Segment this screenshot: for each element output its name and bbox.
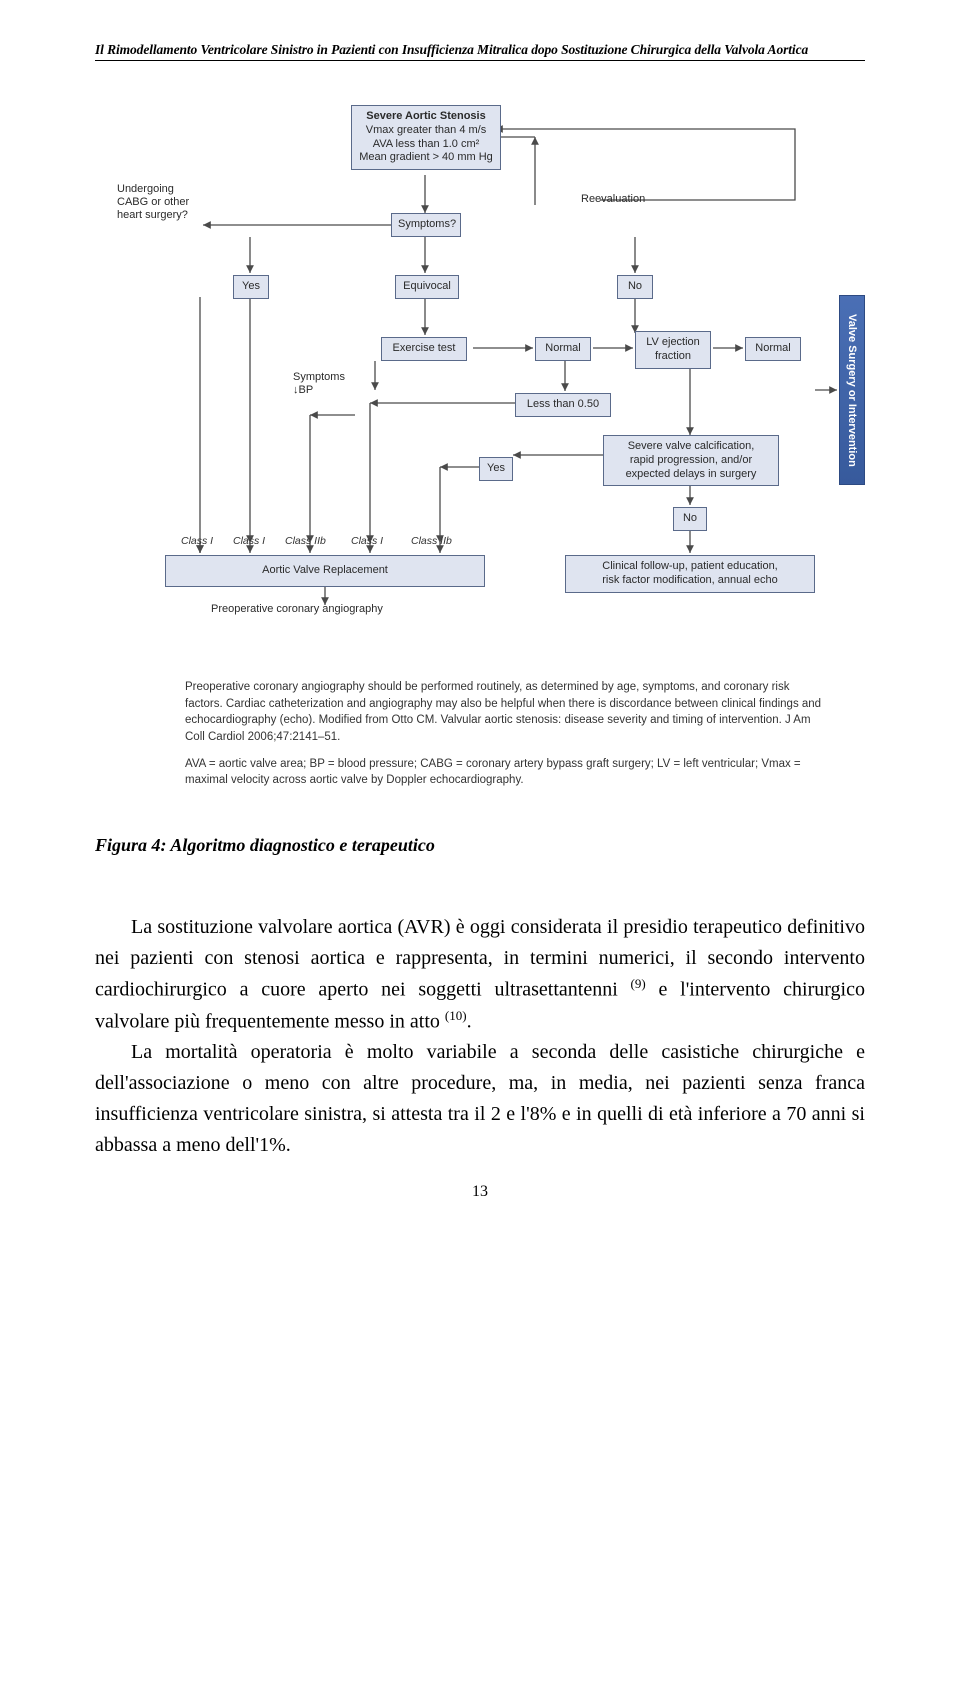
body-text: La sostituzione valvolare aortica (AVR) …	[95, 912, 865, 1161]
fc-normal: Normal	[535, 337, 591, 361]
class-5: Class IIb	[411, 535, 452, 547]
fc-yes1: Yes	[233, 275, 269, 299]
fc-no1: No	[617, 275, 653, 299]
fc-severe-as: Severe Aortic Stenosis Vmax greater than…	[351, 105, 501, 170]
fc-head-sub3: Mean gradient > 40 mm Hg	[358, 151, 494, 165]
running-header: Il Rimodellamento Ventricolare Sinistro …	[95, 42, 865, 61]
fc-exercise: Exercise test	[381, 337, 467, 361]
fc-followup: Clinical follow-up, patient education,ri…	[565, 555, 815, 593]
fc-undergoing: UndergoingCABG or otherheart surgery?	[117, 183, 207, 223]
fc-head-sub2: AVA less than 1.0 cm²	[358, 138, 494, 152]
fc-reevaluation: Reevaluation	[581, 193, 645, 206]
fc-equivocal: Equivocal	[395, 275, 459, 299]
class-3: Class IIb	[285, 535, 326, 547]
flowchart: Severe Aortic Stenosis Vmax greater than…	[95, 105, 865, 665]
fc-normal2: Normal	[745, 337, 801, 361]
fc-calcif: Severe valve calcification,rapid progres…	[603, 435, 779, 486]
footnote-abbr: AVA = aortic valve area; BP = blood pres…	[185, 756, 825, 789]
fc-avr: Aortic Valve Replacement	[165, 555, 485, 587]
class-1: Class I	[181, 535, 213, 547]
fc-less50: Less than 0.50	[515, 393, 611, 417]
class-4: Class I	[351, 535, 383, 547]
side-tab: Valve Surgery or Intervention	[839, 295, 865, 485]
ref-9: (9)	[631, 976, 646, 991]
fc-yes2: Yes	[479, 457, 513, 481]
fc-head-title: Severe Aortic Stenosis	[366, 110, 485, 122]
body-p1c: .	[467, 1010, 472, 1032]
fc-symptoms-q: Symptoms?	[391, 213, 461, 237]
fc-head-sub1: Vmax greater than 4 m/s	[358, 124, 494, 138]
fc-no2: No	[673, 507, 707, 531]
fc-lvef: LV ejectionfraction	[635, 331, 711, 369]
class-2: Class I	[233, 535, 265, 547]
fc-symptoms-bp: Symptoms↓BP	[293, 371, 363, 397]
page-number: 13	[95, 1183, 865, 1201]
body-p2: La mortalità operatoria è molto variabil…	[95, 1041, 865, 1156]
fc-preop: Preoperative coronary angiography	[211, 603, 383, 616]
flowchart-footnote: Preoperative coronary angiography should…	[185, 679, 825, 789]
ref-10: (10)	[445, 1008, 467, 1023]
footnote-para: Preoperative coronary angiography should…	[185, 679, 825, 746]
figure-caption: Figura 4: Algoritmo diagnostico e terape…	[95, 835, 865, 856]
